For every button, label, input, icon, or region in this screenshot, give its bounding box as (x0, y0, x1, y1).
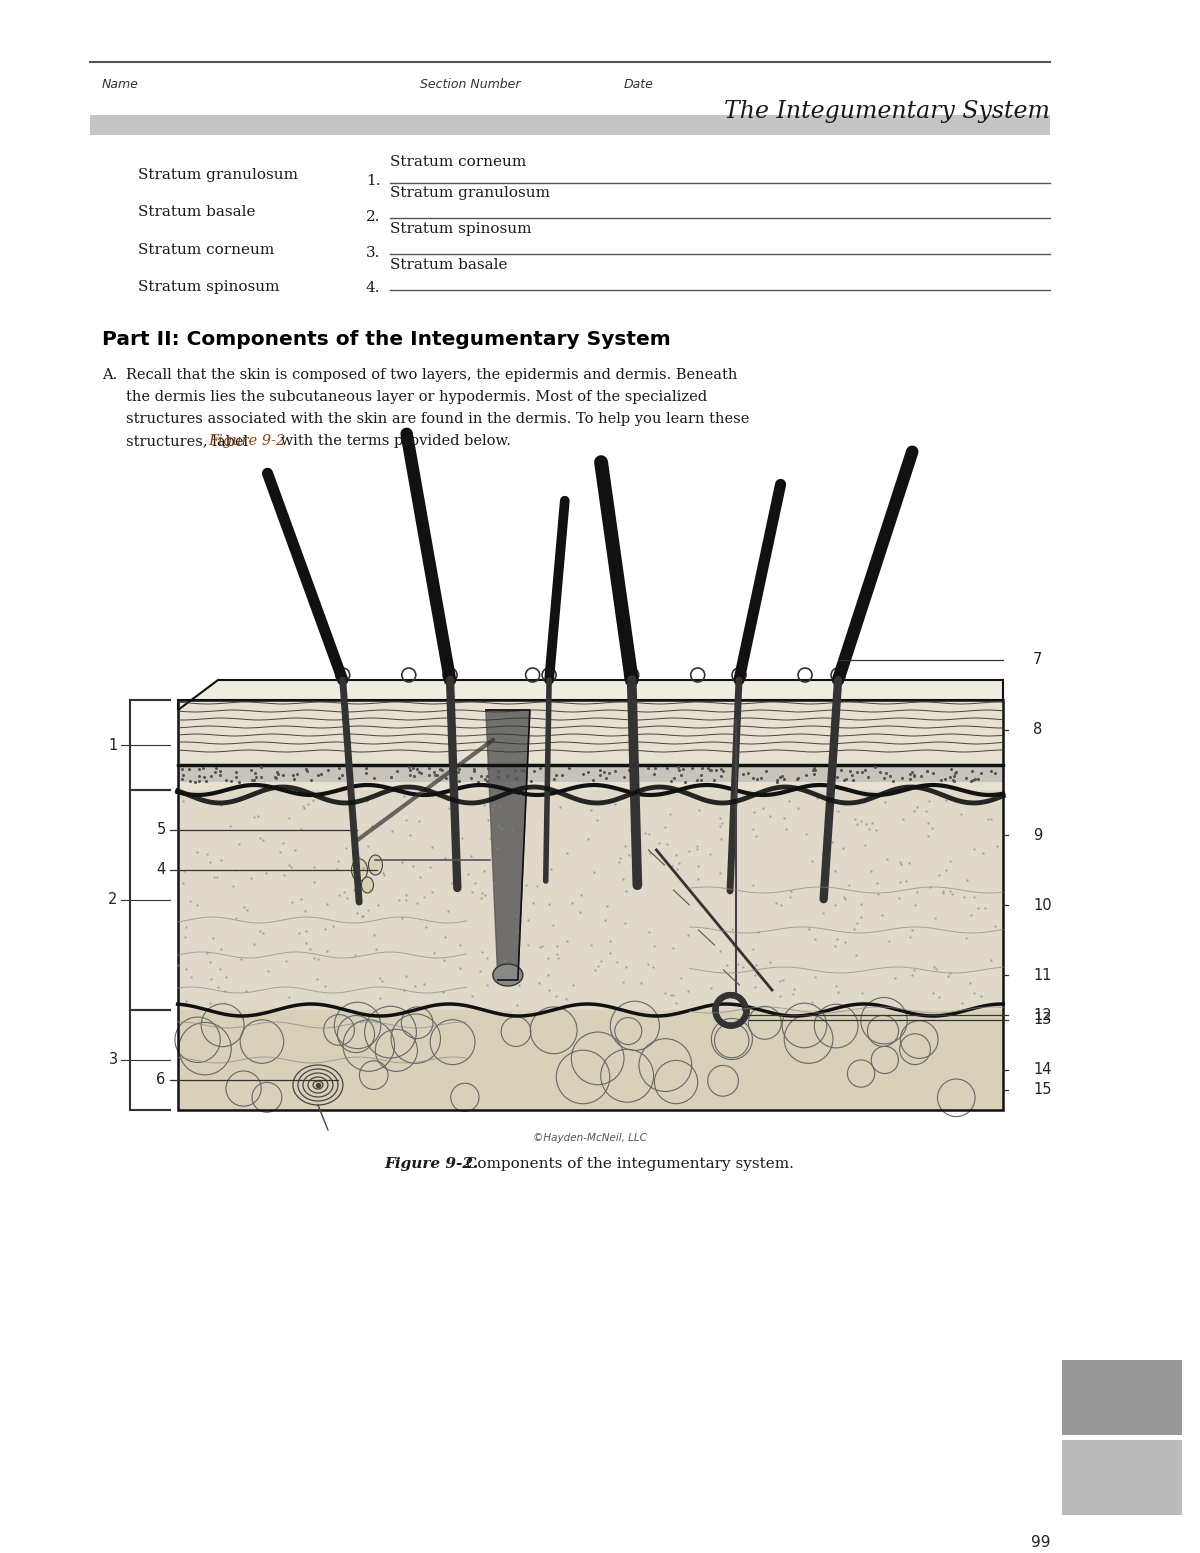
Ellipse shape (361, 877, 373, 893)
Text: Name: Name (102, 78, 139, 92)
Text: 3.: 3. (366, 245, 380, 259)
Text: A.: A. (102, 368, 118, 382)
Text: 12: 12 (1033, 1008, 1052, 1022)
Text: Stratum granulosum: Stratum granulosum (390, 186, 550, 200)
Text: 4.: 4. (366, 281, 380, 295)
Ellipse shape (368, 856, 383, 874)
Text: 10: 10 (1033, 898, 1052, 913)
Text: 2: 2 (108, 893, 118, 907)
Text: Figure 9-2: Figure 9-2 (208, 433, 286, 447)
Bar (178, 1009, 1003, 1110)
Text: 9: 9 (1033, 828, 1043, 842)
Bar (1062, 1360, 1182, 1435)
Text: 3: 3 (108, 1053, 118, 1067)
Text: Stratum corneum: Stratum corneum (390, 155, 527, 169)
Bar (1062, 1440, 1182, 1516)
Text: structures, label: structures, label (126, 433, 253, 447)
Ellipse shape (493, 964, 523, 986)
Bar (178, 790, 1003, 1009)
Text: Part II: Components of the Integumentary System: Part II: Components of the Integumentary… (102, 329, 671, 349)
Text: 14: 14 (1033, 1062, 1051, 1078)
Text: Figure 9-2.: Figure 9-2. (384, 1157, 479, 1171)
Bar (178, 700, 1003, 790)
Text: 1: 1 (108, 738, 118, 753)
Text: Recall that the skin is composed of two layers, the epidermis and dermis. Beneat: Recall that the skin is composed of two … (126, 368, 737, 382)
Text: 8: 8 (1033, 722, 1043, 738)
Ellipse shape (352, 859, 367, 881)
Text: with the terms provided below.: with the terms provided below. (276, 433, 511, 447)
Text: structures associated with the skin are found in the dermis. To help you learn t: structures associated with the skin are … (126, 412, 749, 426)
Text: 7: 7 (1033, 652, 1043, 668)
Text: 1.: 1. (366, 174, 380, 188)
Text: Components of the integumentary system.: Components of the integumentary system. (456, 1157, 794, 1171)
Text: Date: Date (624, 78, 654, 92)
Text: 6: 6 (156, 1073, 166, 1087)
Bar (90, 115, 1050, 135)
Bar (178, 700, 1003, 1110)
Text: 4: 4 (156, 862, 166, 877)
Text: Stratum spinosum: Stratum spinosum (138, 280, 280, 294)
Text: Section Number: Section Number (420, 78, 521, 92)
Text: Stratum basale: Stratum basale (390, 258, 508, 272)
Text: Stratum granulosum: Stratum granulosum (138, 168, 298, 182)
Polygon shape (178, 680, 1003, 710)
Text: the dermis lies the subcutaneous layer or hypodermis. Most of the specialized: the dermis lies the subcutaneous layer o… (126, 390, 707, 404)
Text: The Integumentary System: The Integumentary System (724, 99, 1050, 123)
Text: 5: 5 (156, 823, 166, 837)
Text: 11: 11 (1033, 968, 1051, 983)
Text: Stratum corneum: Stratum corneum (138, 242, 275, 256)
Text: Stratum spinosum: Stratum spinosum (390, 222, 532, 236)
Text: 15: 15 (1033, 1082, 1051, 1098)
Polygon shape (486, 710, 530, 980)
Text: Stratum basale: Stratum basale (138, 205, 256, 219)
Text: 2.: 2. (366, 210, 380, 224)
Bar (178, 767, 1003, 783)
Text: 13: 13 (1033, 1013, 1051, 1028)
Text: ©Hayden-McNeil, LLC: ©Hayden-McNeil, LLC (534, 1134, 647, 1143)
Text: 99: 99 (1031, 1534, 1050, 1550)
